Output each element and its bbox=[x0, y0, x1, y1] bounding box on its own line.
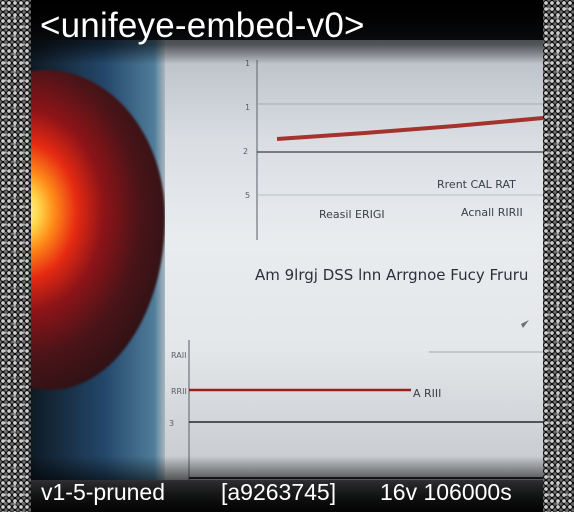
generation-stats: 16v 106000s bbox=[380, 479, 512, 506]
lower-label-2: RRII bbox=[171, 387, 187, 396]
lower-label-1: RAII bbox=[171, 351, 186, 360]
lower-label-6: 3 bbox=[169, 419, 174, 428]
tick-label-2: 1 bbox=[245, 103, 250, 112]
embed-title: <unifeye-embed-v0> bbox=[40, 6, 365, 46]
upper-label-2: Reasil ERIGI bbox=[319, 208, 385, 221]
chart-like-area: 1 1 2 5 Rrent CAL RAT Reasil ERIGI Acnal… bbox=[165, 40, 543, 480]
upper-label-3: Acnall RIRII bbox=[461, 206, 523, 219]
right-dot-border bbox=[543, 0, 574, 512]
model-name: v1-5-pruned bbox=[41, 479, 165, 506]
upper-label-1: Rrent CAL RAT bbox=[437, 178, 516, 191]
tick-label-3: 2 bbox=[243, 147, 248, 156]
tick-label-4: 5 bbox=[245, 191, 250, 200]
squiggle-mark bbox=[521, 320, 529, 328]
generated-image: 1 1 2 5 Rrent CAL RAT Reasil ERIGI Acnal… bbox=[31, 0, 543, 512]
red-trend-line bbox=[277, 118, 543, 139]
lower-label-4: A RIII bbox=[413, 387, 441, 400]
chart-like-graphic: 1 1 2 5 Rrent CAL RAT Reasil ERIGI Acnal… bbox=[165, 40, 543, 480]
left-dot-border bbox=[0, 0, 31, 512]
image-caption: Am 9lrgj DSS lnn Arrgnoe Fucy Fruru bbox=[255, 266, 528, 284]
model-hash: [a9263745] bbox=[221, 479, 336, 506]
